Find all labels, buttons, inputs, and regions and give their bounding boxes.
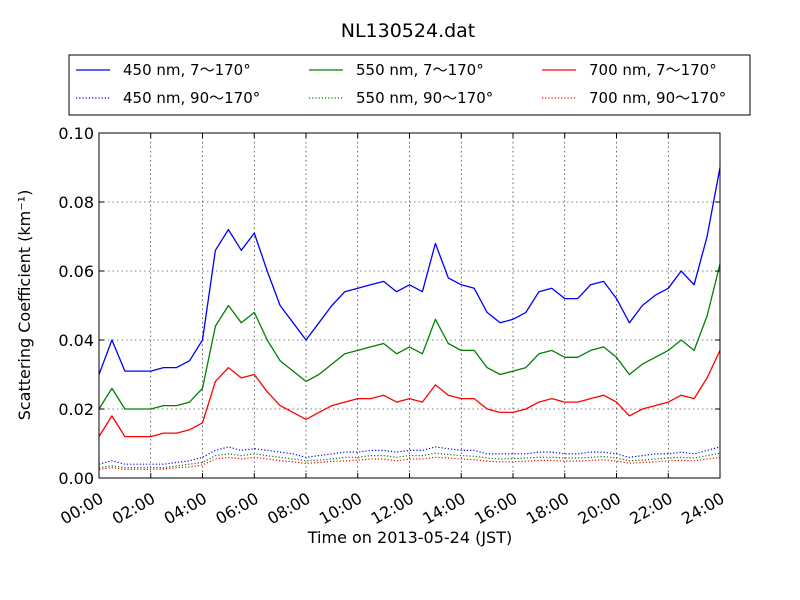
legend-label-4: 700 nm, 7～170° xyxy=(589,61,717,79)
series-lines xyxy=(98,167,721,470)
series-line-0 xyxy=(98,167,721,375)
y-tick-label: 0.02 xyxy=(58,400,94,419)
legend-box xyxy=(68,54,751,116)
x-axis-label: Time on 2013-05-24 (JST) xyxy=(307,528,512,547)
series-line-1 xyxy=(98,446,721,465)
legend-label-2: 550 nm, 7～170° xyxy=(356,61,484,79)
legend: 450 nm, 7～170° 550 nm, 7～170° 700 nm, 7～17… xyxy=(68,54,751,116)
legend-label-0: 450 nm, 7～170° xyxy=(123,61,251,79)
legend-label-1: 450 nm, 90～170° xyxy=(123,89,260,107)
series-line-3 xyxy=(98,452,721,469)
y-tick-label: 0.06 xyxy=(58,262,94,281)
legend-label-3: 550 nm, 90～170° xyxy=(356,89,493,107)
y-tick-label: 0.08 xyxy=(58,193,94,212)
grid xyxy=(99,133,720,478)
series-line-4 xyxy=(98,350,721,438)
chart-title: NL130524.dat xyxy=(341,20,476,42)
legend-label-5: 700 nm, 90～170° xyxy=(589,89,726,107)
y-axis-label: Scattering Coefficient (km⁻¹) xyxy=(15,190,34,421)
y-tick-label: 0.04 xyxy=(58,331,94,350)
y-tick-label: 0.00 xyxy=(58,469,94,488)
y-tick-label: 0.10 xyxy=(58,124,94,143)
series-line-2 xyxy=(98,263,721,410)
